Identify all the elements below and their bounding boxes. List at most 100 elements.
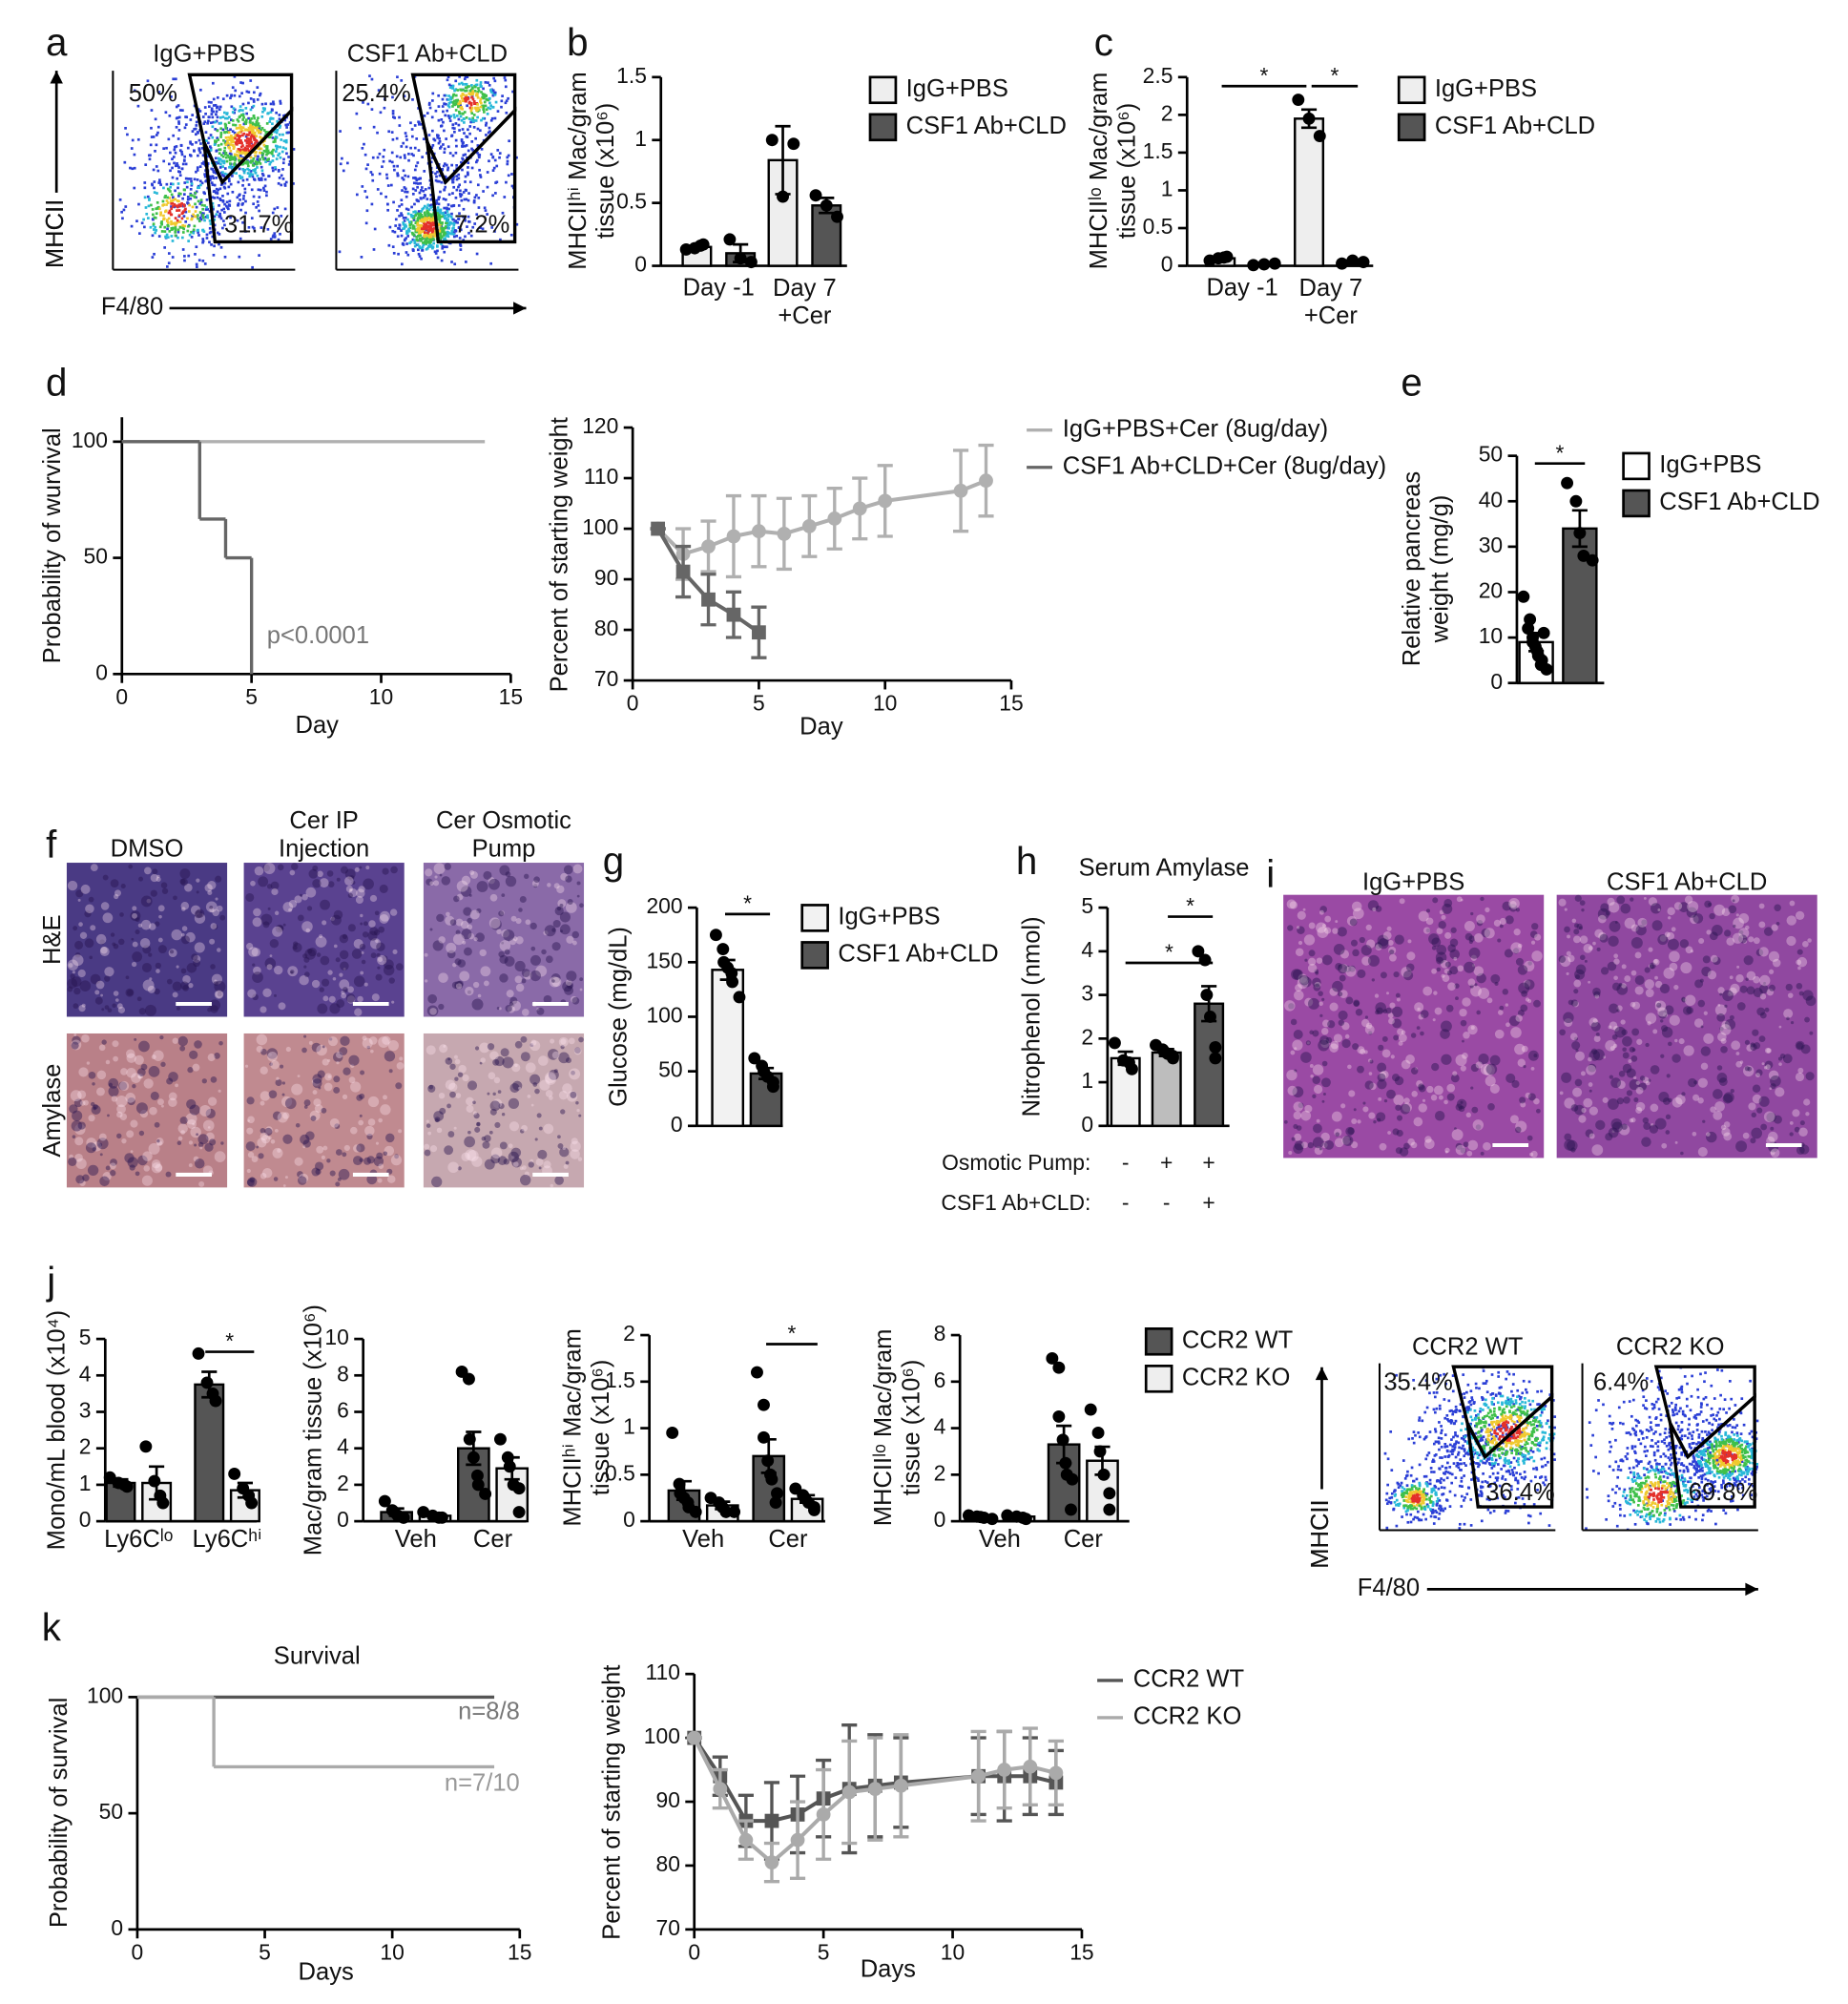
tissue-texture <box>337 1178 342 1181</box>
event-dot <box>208 219 212 222</box>
tissue-texture <box>207 1126 211 1129</box>
tissue-texture <box>282 1184 286 1187</box>
tissue-texture <box>565 979 572 987</box>
tissue-texture <box>181 935 191 945</box>
tissue-texture <box>1493 919 1502 927</box>
tissue-texture <box>1307 997 1320 1010</box>
tissue-texture <box>489 1108 497 1116</box>
tissue-texture <box>1739 1060 1744 1064</box>
event-dot <box>195 196 197 199</box>
y-tick-label: 2 <box>337 1471 349 1495</box>
tissue-texture <box>1398 1040 1403 1046</box>
tissue-texture <box>1432 1018 1436 1022</box>
event-dot <box>233 145 236 149</box>
event-dot <box>177 192 181 196</box>
tissue-texture <box>215 875 222 883</box>
event-dot <box>173 148 176 152</box>
data-point <box>765 134 779 147</box>
tissue-texture <box>303 956 310 963</box>
tissue-texture <box>426 878 433 886</box>
event-dot <box>223 202 226 206</box>
tissue-texture <box>573 1047 582 1055</box>
event-dot <box>239 115 241 118</box>
event-dot <box>479 101 483 105</box>
tissue-texture <box>328 1036 339 1047</box>
tissue-texture <box>1769 969 1775 974</box>
tissue-texture <box>1630 1055 1638 1062</box>
tissue-texture <box>302 953 308 959</box>
event-dot <box>429 198 433 201</box>
event-dot <box>147 217 150 219</box>
event-dot <box>425 239 428 241</box>
event-dot <box>172 156 176 158</box>
tissue-texture <box>1598 914 1607 924</box>
tissue-texture <box>1592 1049 1605 1061</box>
tissue-texture <box>209 1138 217 1146</box>
tissue-texture <box>1329 1002 1339 1012</box>
tissue-texture <box>305 887 317 898</box>
event-dot <box>439 147 442 150</box>
event-dot <box>451 100 455 104</box>
tissue-texture <box>1618 982 1623 987</box>
condition-label: CSF1 Ab+CLD: <box>941 1190 1090 1215</box>
tissue-texture <box>1449 966 1459 975</box>
tissue-texture <box>1527 998 1532 1004</box>
tissue-texture <box>1566 950 1571 956</box>
event-dot <box>476 91 480 94</box>
tissue-texture <box>72 971 75 974</box>
tissue-texture <box>110 932 115 937</box>
tissue-texture <box>156 1140 163 1146</box>
event-dot <box>238 159 241 162</box>
tissue-texture <box>1652 1029 1658 1034</box>
tissue-texture <box>1294 1047 1298 1051</box>
event-dot <box>443 245 446 249</box>
tissue-texture <box>351 880 356 886</box>
event-dot <box>405 237 407 240</box>
x-tick-label: Cer <box>473 1526 513 1553</box>
tissue-texture <box>1614 1026 1627 1038</box>
event-dot <box>219 142 223 146</box>
tissue-texture <box>1316 957 1323 964</box>
significance-label: * <box>1330 63 1339 88</box>
tissue-texture <box>1375 1010 1380 1015</box>
tissue-texture <box>104 967 114 977</box>
tissue-texture <box>543 929 549 936</box>
tissue-texture <box>1609 1046 1615 1051</box>
event-dot <box>122 208 126 212</box>
event-dot <box>181 226 185 229</box>
tissue-texture <box>1786 935 1796 947</box>
event-dot <box>424 194 426 198</box>
tissue-texture <box>1763 981 1766 985</box>
tissue-texture <box>1588 1106 1598 1116</box>
tissue-texture <box>1635 1101 1646 1112</box>
event-dot <box>199 200 203 203</box>
tissue-texture <box>365 866 370 870</box>
y-tick-label: 30 <box>1479 532 1503 557</box>
event-dot <box>137 202 140 206</box>
tissue-texture <box>487 1092 490 1096</box>
tissue-texture <box>297 1171 303 1178</box>
event-dot <box>181 231 185 234</box>
event-dot <box>154 216 157 219</box>
event-dot <box>149 225 153 229</box>
tissue-texture <box>1401 967 1412 978</box>
plot-title: IgG+PBS <box>153 41 255 68</box>
event-dot <box>183 224 187 228</box>
tissue-texture <box>156 876 161 883</box>
event-dot <box>170 207 173 211</box>
event-dot <box>186 229 190 233</box>
tissue-texture <box>1489 1054 1501 1066</box>
event-dot <box>215 119 218 123</box>
tissue-texture <box>73 1098 83 1108</box>
tissue-texture <box>521 978 527 984</box>
tissue-texture <box>467 924 473 930</box>
event-dot <box>166 221 170 224</box>
event-dot <box>450 230 454 233</box>
event-dot <box>197 199 200 203</box>
event-dot <box>432 241 435 245</box>
tissue-texture <box>277 864 284 871</box>
event-dot <box>425 222 428 226</box>
event-dot <box>203 175 207 178</box>
tissue-texture <box>342 987 348 993</box>
event-dot <box>292 182 295 185</box>
